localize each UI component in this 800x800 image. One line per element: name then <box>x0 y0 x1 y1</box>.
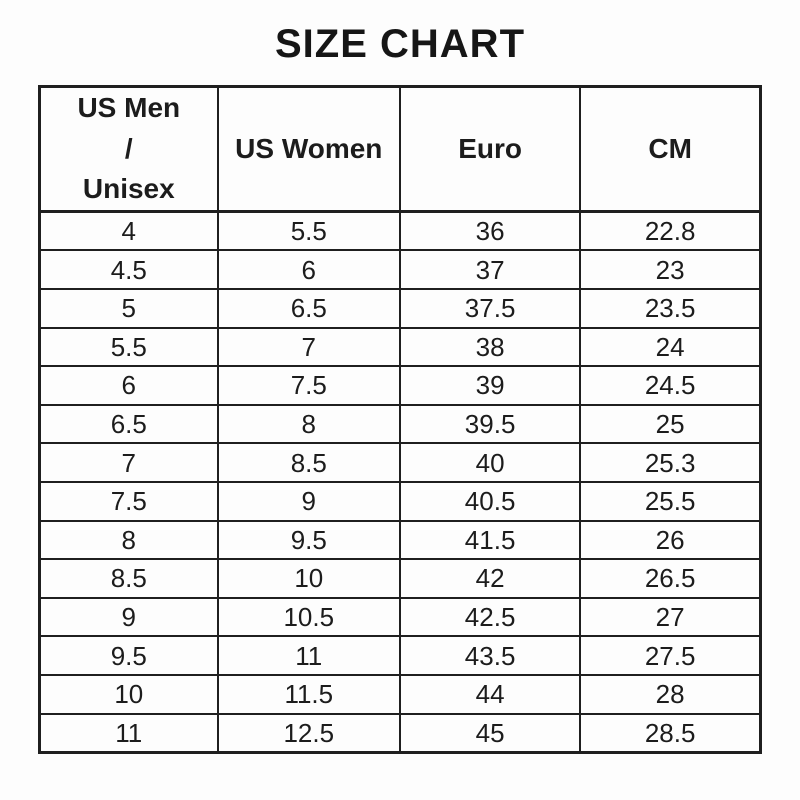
table-cell: 39.5 <box>398 403 582 445</box>
table-cell: 45 <box>398 712 582 754</box>
table-row: 8 9.5 41.5 26 <box>38 519 762 561</box>
table-cell: 42 <box>398 558 582 599</box>
table-cell: 11 <box>38 712 219 754</box>
table-cell: 38 <box>398 326 582 368</box>
table-cell: 22.8 <box>579 210 762 252</box>
table-cell: 37 <box>398 249 582 290</box>
table-row: 9 10.5 42.5 27 <box>38 596 762 638</box>
table-row: 4 5.5 36 22.8 <box>38 210 762 252</box>
table-cell: 23.5 <box>579 287 762 329</box>
table-cell: 27.5 <box>579 635 762 676</box>
table-cell: 23 <box>579 249 762 290</box>
table-row: 4.5 6 37 23 <box>38 249 762 290</box>
table-cell: 4 <box>38 210 219 252</box>
table-cell: 24 <box>579 326 762 368</box>
table-cell: 25.3 <box>579 442 762 483</box>
table-cell: 37.5 <box>398 287 582 329</box>
table-cell: 8 <box>38 519 219 561</box>
table-cell: 25.5 <box>579 480 762 522</box>
column-header-us-men-unisex: US Men / Unisex <box>38 85 219 213</box>
table-cell: 28.5 <box>579 712 762 754</box>
table-row: 5 6.5 37.5 23.5 <box>38 287 762 329</box>
column-header-us-women: US Women <box>216 85 401 213</box>
table-cell: 28 <box>579 673 762 715</box>
table-cell: 26.5 <box>579 558 762 599</box>
table-cell: 8.5 <box>38 558 219 599</box>
table-cell: 8.5 <box>216 442 401 483</box>
table-cell: 6 <box>38 365 219 406</box>
table-row: 6.5 8 39.5 25 <box>38 403 762 445</box>
table-cell: 44 <box>398 673 582 715</box>
table-cell: 40 <box>398 442 582 483</box>
table-cell: 9 <box>38 596 219 638</box>
table-cell: 5.5 <box>216 210 401 252</box>
table-cell: 5 <box>38 287 219 329</box>
table-cell: 11 <box>216 635 401 676</box>
table-row: 10 11.5 44 28 <box>38 673 762 715</box>
table-cell: 8 <box>216 403 401 445</box>
table-cell: 43.5 <box>398 635 582 676</box>
table-cell: 6.5 <box>216 287 401 329</box>
table-cell: 4.5 <box>38 249 219 290</box>
table-cell: 7.5 <box>216 365 401 406</box>
table-cell: 26 <box>579 519 762 561</box>
table-cell: 39 <box>398 365 582 406</box>
table-cell: 9.5 <box>216 519 401 561</box>
table-cell: 5.5 <box>38 326 219 368</box>
table-row: 9.5 11 43.5 27.5 <box>38 635 762 676</box>
table-header: US Men / Unisex US Women Euro CM <box>38 85 762 213</box>
table-cell: 41.5 <box>398 519 582 561</box>
table-cell: 10.5 <box>216 596 401 638</box>
size-chart-table: US Men / Unisex US Women Euro CM 4 5.5 36 2… <box>38 85 762 755</box>
table-cell: 12.5 <box>216 712 401 754</box>
size-table-body: 4 5.5 36 22.8 4.5 6 37 23 5 6.5 37.5 23.5 5.5 7 38 24 6 7… <box>38 210 762 754</box>
table-cell: 27 <box>579 596 762 638</box>
table-cell: 7.5 <box>38 480 219 522</box>
page-title: SIZE CHART <box>275 22 525 66</box>
table-cell: 36 <box>398 210 582 252</box>
table-cell: 24.5 <box>579 365 762 406</box>
column-header-euro: Euro <box>398 85 582 213</box>
table-row: 11 12.5 45 28.5 <box>38 712 762 754</box>
table-cell: 7 <box>216 326 401 368</box>
table-cell: 11.5 <box>216 673 401 715</box>
table-cell: 10 <box>38 673 219 715</box>
table-cell: 6 <box>216 249 401 290</box>
column-header-cm: CM <box>579 85 762 213</box>
header-row: US Men / Unisex US Women Euro CM <box>38 85 762 213</box>
table-row: 5.5 7 38 24 <box>38 326 762 368</box>
table-row: 6 7.5 39 24.5 <box>38 365 762 406</box>
table-row: 7 8.5 40 25.3 <box>38 442 762 483</box>
table-cell: 6.5 <box>38 403 219 445</box>
table-cell: 9 <box>216 480 401 522</box>
table-row: 7.5 9 40.5 25.5 <box>38 480 762 522</box>
table-cell: 40.5 <box>398 480 582 522</box>
table-cell: 7 <box>38 442 219 483</box>
table-cell: 9.5 <box>38 635 219 676</box>
table-cell: 10 <box>216 558 401 599</box>
table-cell: 42.5 <box>398 596 582 638</box>
table-cell: 25 <box>579 403 762 445</box>
table-row: 8.5 10 42 26.5 <box>38 558 762 599</box>
